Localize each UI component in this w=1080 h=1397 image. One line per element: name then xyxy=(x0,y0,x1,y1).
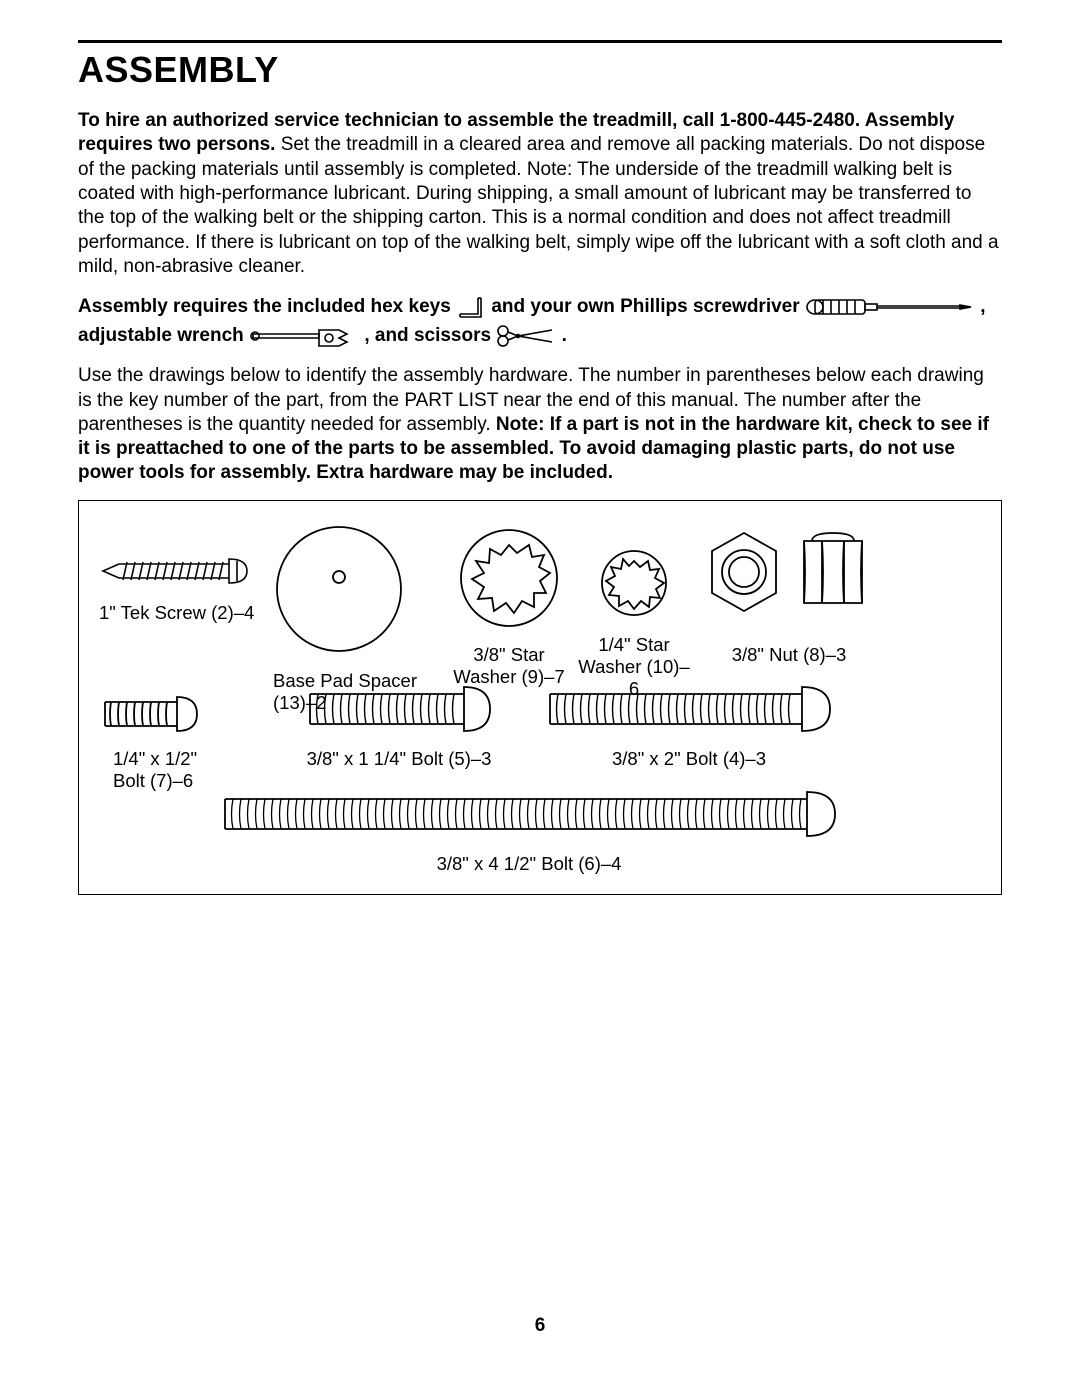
drawings-intro-paragraph: Use the drawings below to identify the a… xyxy=(78,364,1002,486)
bolt-14-12-item: 1/4" x 1/2" Bolt (7)–6 xyxy=(99,691,239,792)
tools-required-line: Assembly requires the included hex keys … xyxy=(78,293,1002,350)
hardware-diagram-box: 1" Tek Screw (2)–4 Base Pad Spacer (13)–… xyxy=(78,500,1002,895)
star-washer-38-drawing xyxy=(454,523,564,633)
screwdriver-icon xyxy=(805,297,975,317)
bolt-38-2-drawing xyxy=(544,681,834,737)
wrench-icon xyxy=(249,324,359,348)
star-washer-14-drawing xyxy=(594,543,674,623)
star-washer-14-item: 1/4" Star Washer (10)–6 xyxy=(574,543,694,701)
tek-screw-label: 1" Tek Screw (2)–4 xyxy=(99,602,259,624)
intro-paragraph: To hire an authorized service technician… xyxy=(78,109,1002,279)
base-pad-spacer-drawing xyxy=(259,519,419,659)
nut-38-drawing xyxy=(694,523,884,633)
tools-text-2: and your own Phillips screwdriver xyxy=(491,296,805,317)
tools-text-5: . xyxy=(562,325,567,346)
hex-key-icon xyxy=(456,294,486,320)
horizontal-rule xyxy=(78,40,1002,43)
bolt-38-2-label: 3/8" x 2" Bolt (4)–3 xyxy=(534,748,844,770)
intro-rest: Set the treadmill in a cleared area and … xyxy=(78,134,999,277)
bolt-14-12-label1: 1/4" x 1/2" xyxy=(113,748,239,770)
nut-38-label: 3/8" Nut (8)–3 xyxy=(689,644,889,666)
page-number: 6 xyxy=(0,1315,1080,1337)
star-washer-38-item: 3/8" Star Washer (9)–7 xyxy=(444,523,574,688)
bolt-38-2-item: 3/8" x 2" Bolt (4)–3 xyxy=(534,681,844,770)
scissors-icon xyxy=(496,325,556,347)
nut-38-item: 3/8" Nut (8)–3 xyxy=(689,523,889,666)
star-washer-38-label1: 3/8" Star xyxy=(444,644,574,666)
bolt-38-412-item: 3/8" x 4 1/2" Bolt (6)–4 xyxy=(209,786,849,875)
bolt-38-114-drawing xyxy=(304,681,494,737)
page-title: ASSEMBLY xyxy=(78,49,1002,91)
tek-screw-item: 1" Tek Screw (2)–4 xyxy=(99,551,259,624)
bolt-38-114-item: 3/8" x 1 1/4" Bolt (5)–3 xyxy=(284,681,514,770)
bolt-38-412-label: 3/8" x 4 1/2" Bolt (6)–4 xyxy=(209,853,849,875)
tools-text-4: , and scissors xyxy=(364,325,496,346)
bolt-38-412-drawing xyxy=(219,786,839,842)
star-washer-14-label1: 1/4" Star xyxy=(574,634,694,656)
bolt-14-12-drawing xyxy=(99,691,199,737)
tools-text-1: Assembly requires the included hex keys xyxy=(78,296,456,317)
tek-screw-drawing xyxy=(99,551,249,591)
bolt-38-114-label: 3/8" x 1 1/4" Bolt (5)–3 xyxy=(284,748,514,770)
